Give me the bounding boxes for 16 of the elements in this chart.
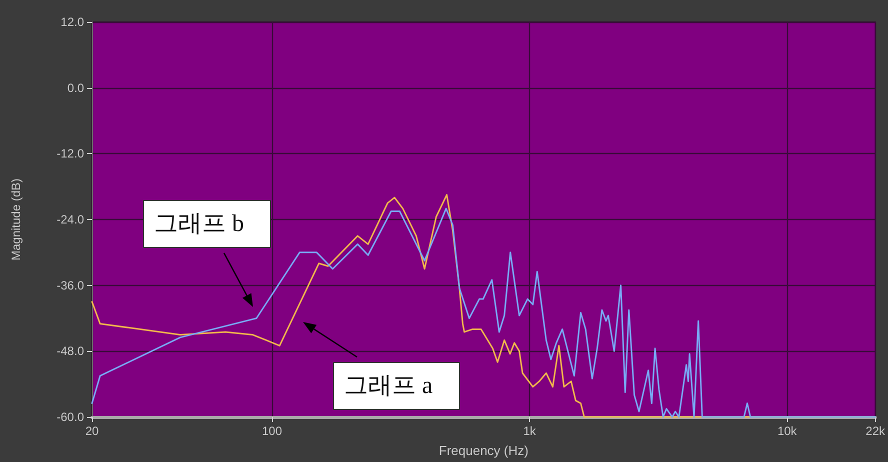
y-axis-title: Magnitude (dB) (9, 178, 23, 261)
text: 그래프 b (143, 200, 271, 248)
y-tick-label: 12.0 (60, 15, 84, 29)
y-tick-label: -12.0 (56, 146, 84, 161)
x-tick-label: 10k (777, 424, 798, 438)
y-tick-label: -48.0 (56, 344, 84, 358)
y-tick-label: -36.0 (56, 278, 84, 292)
x-axis-title: Frequency (Hz) (438, 443, 528, 458)
y-tick-label: -60.0 (56, 410, 84, 424)
text: 그래프 a (333, 362, 460, 410)
x-tick-label: 1k (523, 424, 537, 438)
x-tick-label: 20 (85, 424, 99, 438)
y-tick-label: 0.0 (67, 80, 84, 95)
x-tick-label: 100 (262, 424, 282, 438)
y-tick-label: -24.0 (56, 212, 84, 226)
x-tick-label: 22k (866, 424, 886, 438)
